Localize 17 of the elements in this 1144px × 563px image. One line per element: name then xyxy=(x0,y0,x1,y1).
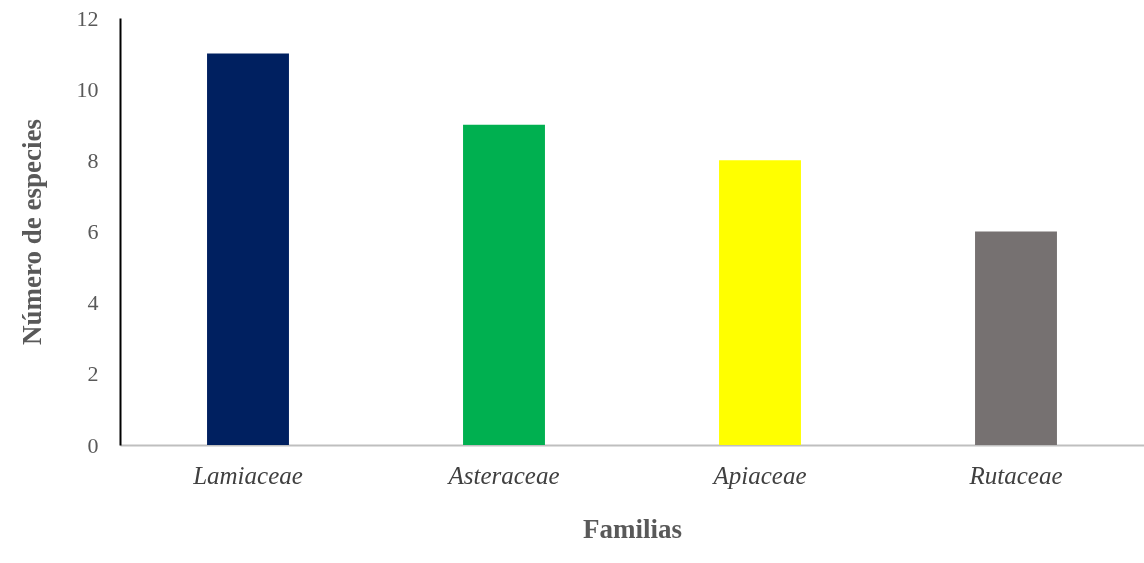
x-tick-label: Rutaceae xyxy=(968,461,1063,489)
y-axis-title: Número de especies xyxy=(16,119,47,345)
x-tick-label: Asteraceae xyxy=(446,461,560,489)
y-tick-label: 4 xyxy=(87,290,99,316)
bar xyxy=(207,53,289,445)
y-tick-label: 0 xyxy=(87,432,99,458)
y-tick-label: 10 xyxy=(76,76,99,102)
x-axis-title: Familias xyxy=(583,513,682,544)
x-tick-label: Apiaceae xyxy=(711,461,807,489)
bar xyxy=(463,124,545,445)
y-tick-label: 8 xyxy=(87,147,99,173)
x-tick-label: Lamiaceae xyxy=(192,461,303,489)
y-tick-label: 6 xyxy=(87,219,99,244)
y-tick-label: 2 xyxy=(87,361,99,387)
bar xyxy=(719,160,801,445)
bar xyxy=(975,231,1057,445)
y-tick-label: 12 xyxy=(76,5,99,31)
